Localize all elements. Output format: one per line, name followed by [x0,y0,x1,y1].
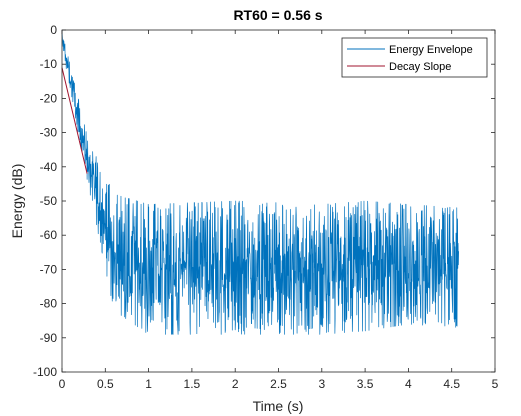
y-tick-label: -100 [33,365,57,379]
x-tick-label: 3 [318,377,325,391]
x-tick-label: 1.5 [184,377,201,391]
legend-label-energy-envelope: Energy Envelope [389,44,473,56]
x-tick-label: 0 [59,377,66,391]
x-tick-label: 2 [232,377,239,391]
y-tick-label: -70 [40,262,58,276]
decay-slope-line [61,67,88,174]
x-tick-label: 2.5 [270,377,287,391]
x-tick-label: 0.5 [97,377,114,391]
y-tick-label: -60 [40,228,58,242]
x-axis-label: Time (s) [253,398,304,414]
x-tick-label: 1 [145,377,152,391]
y-axis-label: Energy (dB) [9,164,25,239]
x-tick-label: 4 [405,377,412,391]
y-tick-label: -50 [40,194,58,208]
y-tick-label: 0 [50,23,57,37]
y-tick-label: -90 [40,331,58,345]
energy-envelope-series [61,29,459,335]
decay-slope-series [61,67,88,174]
legend-label-decay-slope: Decay Slope [389,61,451,73]
y-tick-label: -30 [40,126,58,140]
chart-title: RT60 = 0.56 s [233,7,322,23]
x-tick-label: 3.5 [357,377,374,391]
x-axis-ticks: 0 0.5 1 1.5 2 2.5 3 3.5 4 4.5 5 [59,30,499,391]
y-tick-label: -10 [40,57,58,71]
x-tick-label: 5 [492,377,499,391]
x-tick-label: 4.5 [443,377,460,391]
y-tick-label: -80 [40,297,58,311]
y-tick-label: -20 [40,91,58,105]
legend-box [341,37,488,78]
y-tick-label: -40 [40,160,58,174]
energy-envelope-line [61,29,459,335]
legend: Energy Envelope Decay Slope [341,37,488,78]
plot-area [62,30,495,372]
y-axis-ticks: 0 -10 -20 -30 -40 -50 -60 -70 -80 -90 -100 [33,23,495,379]
